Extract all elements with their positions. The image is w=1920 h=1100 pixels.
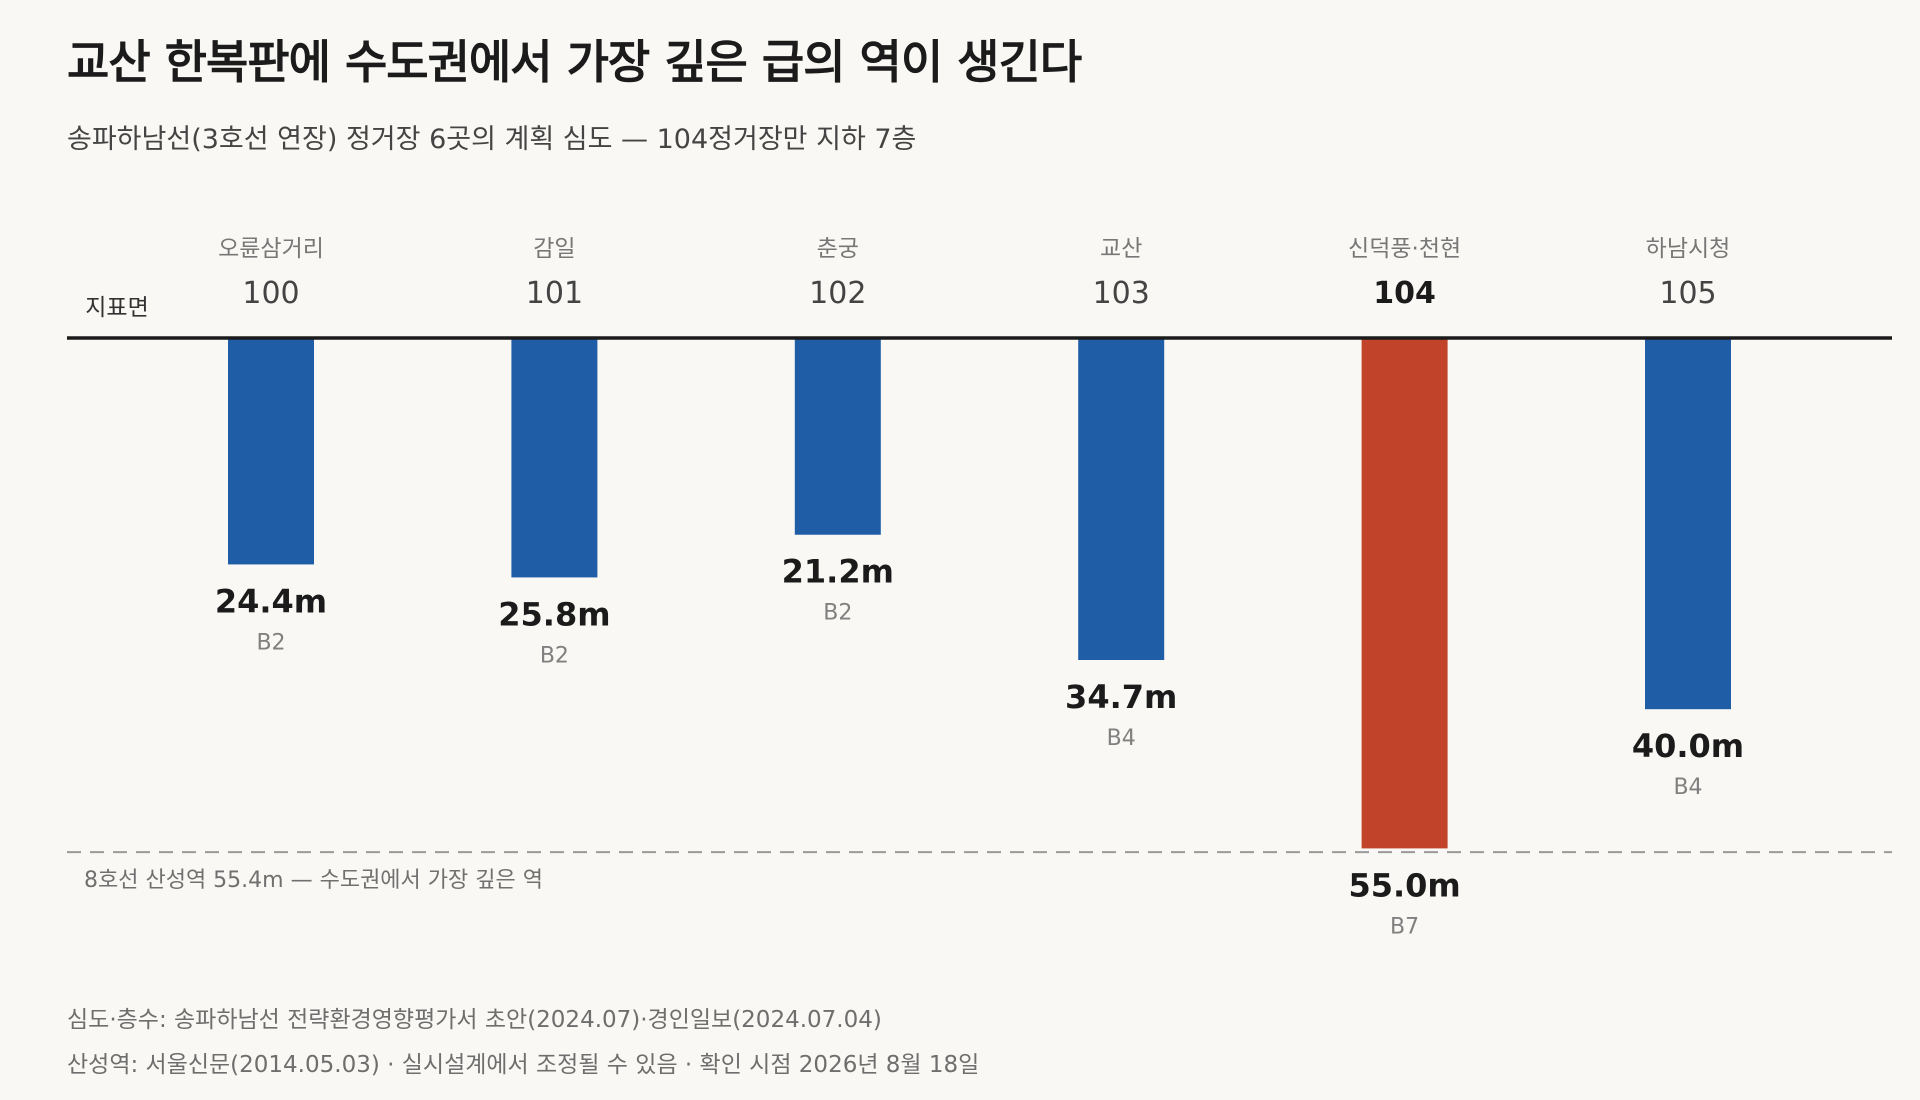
station-name-102: 춘궁 <box>817 236 859 262</box>
station-name-101: 감일 <box>533 236 575 262</box>
station-code-102: 102 <box>809 276 866 311</box>
ground-label: 지표면 <box>85 295 148 321</box>
floor-label-102: B2 <box>823 601 852 626</box>
floor-label-105: B4 <box>1673 775 1702 800</box>
bar-105 <box>1645 338 1731 710</box>
station-name-100: 오륜삼거리 <box>218 236 324 262</box>
station-code-101: 101 <box>526 276 583 311</box>
station-name-103: 교산 <box>1100 236 1142 262</box>
station-name-104: 신덕풍·천현 <box>1348 236 1461 262</box>
station-code-104: 104 <box>1373 276 1436 311</box>
bar-103 <box>1078 338 1165 661</box>
floor-label-104: B7 <box>1390 914 1419 939</box>
station-code-105: 105 <box>1659 276 1716 311</box>
depth-label-105: 40.0m <box>1632 727 1744 765</box>
station-name-105: 하남시청 <box>1646 236 1731 262</box>
chart-subtitle: 송파하남선(3호선 연장) 정거장 6곳의 계획 심도 — 104정거장만 지하… <box>67 124 917 155</box>
chart-title: 교산 한복판에 수도권에서 가장 깊은 급의 역이 생긴다 <box>67 35 1082 89</box>
station-code-100: 100 <box>242 276 299 311</box>
bar-101 <box>511 338 598 578</box>
bar-100 <box>228 338 314 565</box>
floor-label-101: B2 <box>540 643 569 668</box>
bar-102 <box>794 338 881 535</box>
source-line-1: 심도·층수: 송파하남선 전략환경영향평가서 초안(2024.07)·경인일보(… <box>67 1007 882 1033</box>
depth-label-101: 25.8m <box>498 595 610 633</box>
depth-label-100: 24.4m <box>215 582 327 620</box>
bar-104 <box>1361 338 1448 849</box>
reference-label: 8호선 산성역 55.4m — 수도권에서 가장 깊은 역 <box>84 868 543 893</box>
source-notes: 심도·층수: 송파하남선 전략환경영향평가서 초안(2024.07)·경인일보(… <box>67 998 979 1088</box>
station-code-103: 103 <box>1093 276 1150 311</box>
depth-label-103: 34.7m <box>1065 678 1177 716</box>
floor-label-100: B2 <box>256 630 285 655</box>
source-line-2: 산성역: 서울신문(2014.05.03) · 실시설계에서 조정될 수 있음 … <box>67 1052 980 1078</box>
depth-label-104: 55.0m <box>1348 866 1460 904</box>
depth-label-102: 21.2m <box>782 553 894 591</box>
depth-bar-chart: 지표면 8호선 산성역 55.4m — 수도권에서 가장 깊은 역 오륜삼거리 100… <box>67 236 1892 939</box>
floor-label-103: B4 <box>1107 726 1136 751</box>
